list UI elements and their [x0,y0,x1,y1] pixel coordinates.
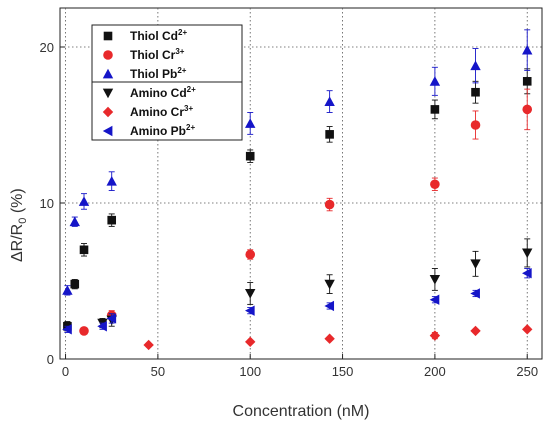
data-point [245,305,255,316]
data-point [245,289,256,299]
data-point [245,151,255,161]
data-point [430,179,440,190]
series-group [97,238,533,329]
y-tick-label: 20 [40,40,54,55]
data-point [470,259,481,270]
legend-marker [103,50,113,60]
data-point [245,118,256,128]
legend-label-name: Thiol Cr [130,48,176,62]
legend-label-charge: 2+ [177,66,186,75]
data-point [62,324,72,335]
data-point [522,324,533,335]
legend-label-name: Thiol Cd [130,29,178,43]
legend-marker [102,88,114,99]
x-axis-label: Concentration (nM) [233,403,370,420]
data-point [62,285,73,295]
data-point [430,105,440,114]
legend-item: Thiol Pb2+ [102,66,187,81]
legend-label-charge: 2+ [178,28,187,37]
data-point [324,96,335,107]
data-point [429,275,441,285]
data-point [245,336,256,348]
x-tick-label: 200 [424,364,446,379]
axis-ticks: 0 50 100 150 200 250 0 10 20 [40,40,539,379]
legend-label: Thiol Cd2+ [130,28,187,43]
x-tick-label: 50 [151,364,165,379]
data-point [324,300,335,312]
data-point [324,199,335,210]
data-point [245,249,256,260]
data-point [522,104,533,115]
data-point [429,330,441,341]
data-marks [62,29,533,351]
y-tick-label: 0 [47,352,54,367]
legend-marker [102,68,114,79]
data-point [429,294,440,305]
data-point [70,279,80,289]
series-group [143,324,533,351]
x-tick-label: 150 [332,364,354,379]
data-point [97,321,107,332]
series-group [62,29,533,296]
legend-marker [102,125,113,137]
legend-marker [102,106,114,118]
legend-label: Amino Cd2+ [130,85,196,100]
legend-label: Thiol Pb2+ [130,66,187,81]
y-axis-label-base: ΔR/R [9,224,26,262]
legend-item: Thiol Cd2+ [103,28,187,43]
legend-label: Amino Cr3+ [130,104,193,119]
legend-label: Amino Pb2+ [130,123,195,138]
x-tick-label: 0 [62,364,69,379]
y-axis-label-rest: (%) [9,188,26,217]
x-tick-label: 100 [239,364,261,379]
data-point [470,288,480,299]
data-point [106,175,117,186]
legend: Thiol Cd2+Thiol Cr3+Thiol Pb2+Amino Cd2+… [91,24,243,141]
legend-label-name: Amino Cd [130,86,187,100]
data-point [78,196,90,206]
legend-label-name: Thiol Pb [130,67,177,81]
data-point [69,216,80,227]
legend-item: Thiol Cr3+ [103,47,185,62]
legend-label-name: Amino Pb [130,124,186,138]
x-tick-label: 250 [516,364,538,379]
data-point [107,215,117,225]
data-point [79,245,89,255]
legend-item: Amino Cd2+ [102,85,196,100]
legend-label-charge: 3+ [184,104,193,113]
legend-marker [103,31,113,41]
legend-label-charge: 3+ [175,47,184,56]
y-axis-label-sub: 0 [17,218,29,224]
legend-label-charge: 2+ [186,123,195,132]
data-point [143,339,154,351]
data-point [522,268,532,279]
data-point [470,325,481,337]
data-point [522,77,532,86]
data-point [470,120,481,130]
data-point [471,87,480,97]
data-point [522,44,533,55]
legend-label-charge: 2+ [187,85,196,94]
legend-item: Amino Pb2+ [102,123,195,138]
data-point [79,326,89,336]
data-point [429,76,441,86]
data-point [325,130,334,139]
legend-item: Amino Cr3+ [102,104,193,119]
data-point [470,60,481,71]
series-group [62,268,532,335]
legend-label-name: Amino Cr [130,105,184,119]
y-axis-label: ΔR/R0 (%) [9,188,29,262]
data-point [522,248,533,259]
legend-label: Thiol Cr3+ [130,47,185,62]
y-tick-label: 10 [40,196,54,211]
data-point [324,333,335,344]
data-point [324,279,335,290]
data-point [106,313,117,324]
